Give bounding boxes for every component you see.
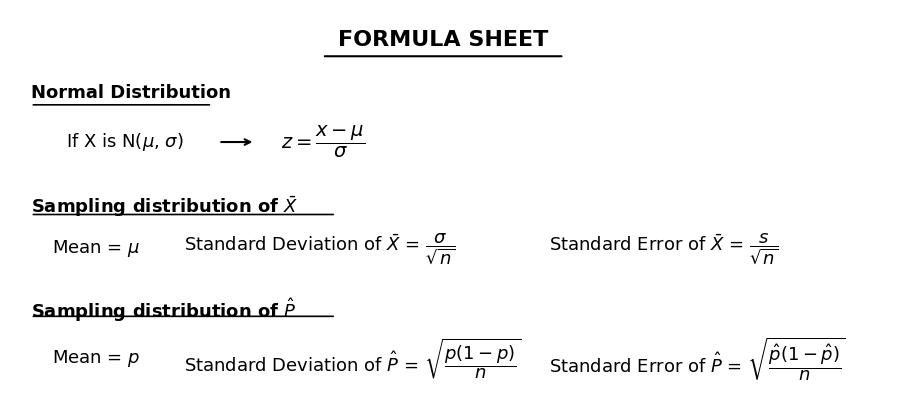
Text: Standard Error of $\bar{X}$ = $\dfrac{s}{\sqrt{n}}$: Standard Error of $\bar{X}$ = $\dfrac{s}… xyxy=(548,232,778,266)
Text: $z = \dfrac{x-\mu}{\sigma}$: $z = \dfrac{x-\mu}{\sigma}$ xyxy=(281,124,365,160)
Text: Sampling distribution of $\hat{P}$: Sampling distribution of $\hat{P}$ xyxy=(30,296,296,324)
Text: Mean = $p$: Mean = $p$ xyxy=(52,348,141,369)
Text: Standard Error of $\hat{P}$ = $\sqrt{\dfrac{\hat{p}(1-\hat{p})}{n}}$: Standard Error of $\hat{P}$ = $\sqrt{\df… xyxy=(548,335,845,383)
Text: Standard Deviation of $\bar{X}$ = $\dfrac{\sigma}{\sqrt{n}}$: Standard Deviation of $\bar{X}$ = $\dfra… xyxy=(184,232,455,266)
Text: FORMULA SHEET: FORMULA SHEET xyxy=(338,30,548,50)
Text: Normal Distribution: Normal Distribution xyxy=(30,84,230,102)
Text: Mean = $\mu$: Mean = $\mu$ xyxy=(52,238,141,260)
Text: If X is N($\mu$, $\sigma$): If X is N($\mu$, $\sigma$) xyxy=(66,131,184,153)
Text: Sampling distribution of $\bar{X}$: Sampling distribution of $\bar{X}$ xyxy=(30,194,298,219)
Text: Standard Deviation of $\hat{P}$ = $\sqrt{\dfrac{p(1-p)}{n}}$: Standard Deviation of $\hat{P}$ = $\sqrt… xyxy=(184,336,521,381)
